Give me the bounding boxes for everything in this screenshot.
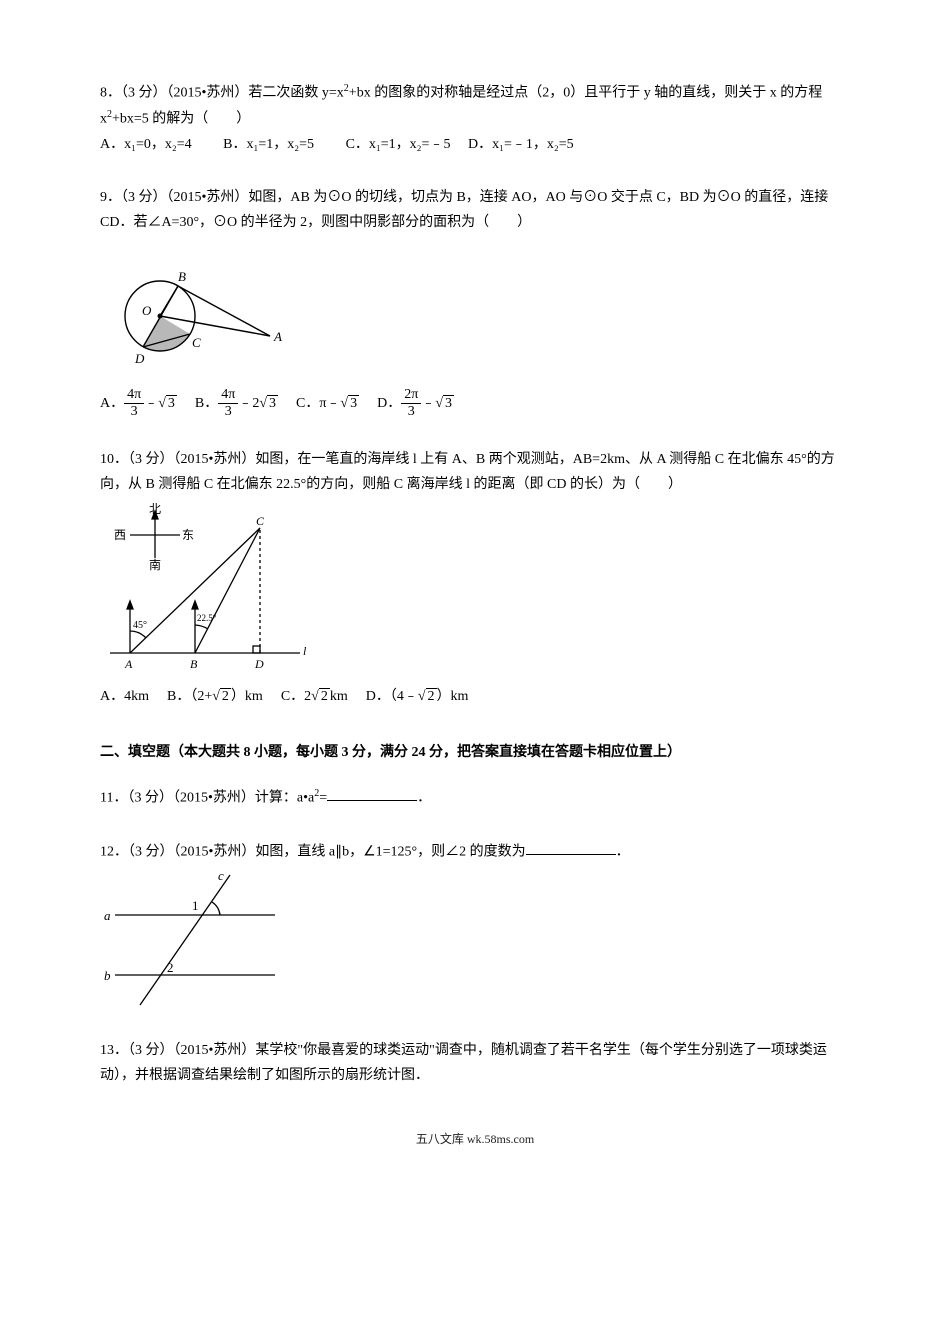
q10-label-d: D bbox=[254, 657, 264, 671]
q12-stem: 12．（3 分）（2015•苏州）如图，直线 a∥b，∠1=125°，则∠2 的… bbox=[100, 844, 526, 859]
q8-opt-b: B．x₁=1，x₂=5 bbox=[223, 137, 314, 152]
q10-opt-d: D．（4﹣ √2 ）km bbox=[366, 684, 469, 709]
q9-stem: 9．（3 分）（2015•苏州）如图，AB 为⊙O 的切线，切点为 B，连接 A… bbox=[100, 185, 850, 235]
q9-label-d: D bbox=[134, 351, 145, 366]
q9-opt-a: A． 4π3 ﹣ √3 bbox=[100, 387, 177, 419]
q9-figure: B O C A D bbox=[100, 241, 300, 381]
q10-opt-c: C．2 √2 km bbox=[281, 684, 348, 709]
q10-b-label: B．（2+ bbox=[167, 684, 212, 709]
section-2-title: 二、填空题（本大题共 8 小题，每小题 3 分，满分 24 分，把答案直接填在答… bbox=[100, 740, 850, 765]
q11-eq: = bbox=[319, 790, 327, 805]
q9-b-sqrt: √3 bbox=[259, 391, 278, 416]
q10-d-label: D．（4﹣ bbox=[366, 684, 418, 709]
q10-opt-b: B．（2+ √2 ）km bbox=[167, 684, 263, 709]
question-10: 10．（3 分）（2015•苏州）如图，在一笔直的海岸线 l 上有 A、B 两个… bbox=[100, 447, 850, 710]
q9-a-label: A． bbox=[100, 391, 124, 416]
q12-label-2: 2 bbox=[167, 960, 174, 975]
q12-label-1: 1 bbox=[192, 898, 199, 913]
q9-a-minus: ﹣ bbox=[144, 391, 158, 416]
question-9: 9．（3 分）（2015•苏州）如图，AB 为⊙O 的切线，切点为 B，连接 A… bbox=[100, 185, 850, 419]
q9-b-label: B． bbox=[195, 391, 218, 416]
q12-tail: ． bbox=[616, 844, 630, 859]
q10-c-label: C．2 bbox=[281, 684, 311, 709]
q9-d-minus: ﹣ bbox=[421, 391, 435, 416]
q12-label-c: c bbox=[218, 870, 224, 883]
q8-text-3: +bx=5 的解为（ ） bbox=[112, 112, 250, 127]
q10-label-n: 北 bbox=[149, 503, 161, 516]
q11-blank bbox=[327, 785, 417, 801]
q12-label-a: a bbox=[104, 908, 111, 923]
page-footer: 五八文库 wk.58ms.com bbox=[100, 1129, 850, 1151]
q9-label-c: C bbox=[192, 335, 201, 350]
q9-b-minus: ﹣ bbox=[238, 391, 252, 416]
q10-label-l: l bbox=[303, 644, 307, 658]
question-8: 8．（3 分）（2015•苏州）若二次函数 y=x2+bx 的图象的对称轴是经过… bbox=[100, 80, 850, 157]
q10-label-225: 22.5° bbox=[197, 613, 217, 623]
q9-c-sqrt: √3 bbox=[340, 391, 359, 416]
q10-label-a: A bbox=[124, 657, 133, 671]
q10-label-45: 45° bbox=[133, 620, 147, 631]
q10-label-e: 东 bbox=[182, 528, 194, 542]
q8-opt-c: C．x₁=1，x₂=﹣5 bbox=[346, 137, 451, 152]
q9-d-frac: 2π3 bbox=[401, 387, 421, 419]
q8-options: A．x₁=0，x₂=4 B．x₁=1，x₂=5 C．x₁=1，x₂=﹣5 D．x… bbox=[100, 132, 850, 157]
q9-options: A． 4π3 ﹣ √3 B． 4π3 ﹣ 2 √3 C． π﹣ √3 D． 2π… bbox=[100, 387, 850, 419]
q10-opt-a: A．4km bbox=[100, 684, 149, 709]
q10-options: A．4km B．（2+ √2 ）km C．2 √2 km D．（4﹣ √2 ）k… bbox=[100, 684, 850, 709]
q10-label-c: C bbox=[256, 514, 265, 528]
q9-c-label: C． bbox=[296, 391, 319, 416]
q10-c-sqrt: √2 bbox=[311, 684, 330, 709]
q8-stem: 8．（3 分）（2015•苏州）若二次函数 y=x2+bx 的图象的对称轴是经过… bbox=[100, 80, 850, 132]
q10-b-tail: ）km bbox=[231, 684, 263, 709]
q9-opt-b: B． 4π3 ﹣ 2 √3 bbox=[195, 387, 278, 419]
q9-label-a: A bbox=[273, 329, 282, 344]
question-13: 13．（3 分）（2015•苏州）某学校"你最喜爱的球类运动"调查中，随机调查了… bbox=[100, 1038, 850, 1088]
q9-a-sqrt: √3 bbox=[158, 391, 177, 416]
q8-opt-d: D．x₁=﹣1，x₂=5 bbox=[468, 137, 574, 152]
q10-c-tail: km bbox=[330, 684, 348, 709]
q10-d-sqrt: √2 bbox=[418, 684, 437, 709]
q12-figure: a b c 1 2 bbox=[100, 870, 300, 1010]
q9-label-b: B bbox=[178, 269, 186, 284]
q9-b-frac: 4π3 bbox=[218, 387, 238, 419]
q10-label-w: 西 bbox=[114, 528, 126, 542]
q9-a-frac: 4π3 bbox=[124, 387, 144, 419]
q10-stem: 10．（3 分）（2015•苏州）如图，在一笔直的海岸线 l 上有 A、B 两个… bbox=[100, 447, 850, 497]
q9-opt-d: D． 2π3 ﹣ √3 bbox=[377, 387, 454, 419]
q9-d-sqrt: √3 bbox=[435, 391, 454, 416]
q12-blank bbox=[526, 839, 616, 855]
q8-text-1: 8．（3 分）（2015•苏州）若二次函数 y=x bbox=[100, 86, 344, 101]
q12-label-b: b bbox=[104, 968, 111, 983]
q13-stem: 13．（3 分）（2015•苏州）某学校"你最喜爱的球类运动"调查中，随机调查了… bbox=[100, 1038, 850, 1088]
q12-stem-line: 12．（3 分）（2015•苏州）如图，直线 a∥b，∠1=125°，则∠2 的… bbox=[100, 839, 850, 865]
q9-c-text: π﹣ bbox=[319, 391, 340, 416]
q11-prefix: 11．（3 分）（2015•苏州）计算：a•a bbox=[100, 790, 314, 805]
question-12: 12．（3 分）（2015•苏州）如图，直线 a∥b，∠1=125°，则∠2 的… bbox=[100, 839, 850, 1011]
q10-figure: 北 南 西 东 C A B D l 45° 22.5° bbox=[100, 503, 320, 678]
q10-b-sqrt: √2 bbox=[212, 684, 231, 709]
q10-label-s: 南 bbox=[149, 557, 161, 572]
q10-d-tail: ）km bbox=[437, 684, 469, 709]
q8-opt-a: A．x₁=0，x₂=4 bbox=[100, 137, 192, 152]
q9-opt-c: C． π﹣ √3 bbox=[296, 391, 359, 416]
q9-label-o: O bbox=[142, 303, 152, 318]
q9-d-label: D． bbox=[377, 391, 401, 416]
q10-label-b: B bbox=[190, 657, 198, 671]
question-11: 11．（3 分）（2015•苏州）计算：a•a2=． bbox=[100, 785, 850, 811]
q9-b-coeff: 2 bbox=[252, 391, 259, 416]
